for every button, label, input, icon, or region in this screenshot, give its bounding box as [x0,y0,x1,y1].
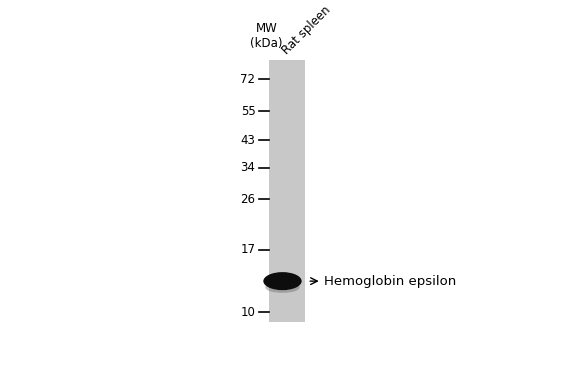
Text: 26: 26 [240,193,255,206]
Text: 43: 43 [240,134,255,147]
Text: MW
(kDa): MW (kDa) [250,22,283,50]
Bar [269,60,305,322]
Text: 55: 55 [241,105,255,118]
Text: Hemoglobin epsilon: Hemoglobin epsilon [310,275,457,288]
Text: 10: 10 [240,305,255,319]
Ellipse shape [265,282,300,293]
Text: Rat spleen: Rat spleen [280,3,333,57]
Text: 17: 17 [240,243,255,256]
Text: 34: 34 [240,161,255,174]
Ellipse shape [263,272,301,290]
Text: 72: 72 [240,73,255,86]
